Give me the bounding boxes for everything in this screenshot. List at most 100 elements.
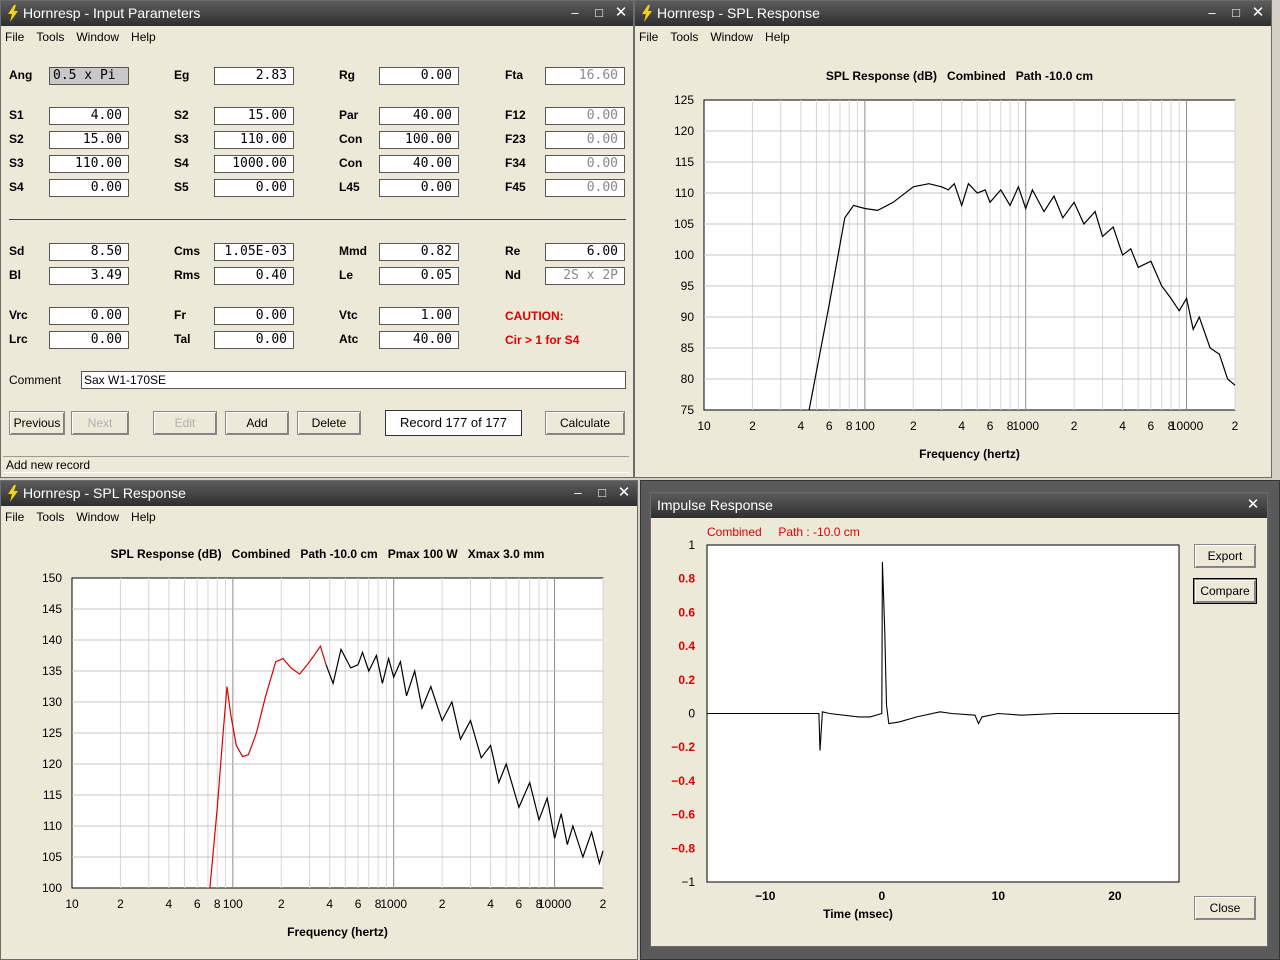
param-input-l45[interactable]: 0.00 bbox=[379, 179, 459, 197]
calculate-button[interactable]: Calculate bbox=[545, 411, 625, 435]
param-input-f23[interactable]: 0.00 bbox=[545, 131, 625, 149]
spl-top-titlebar[interactable]: Hornresp - SPL Response – □ ✕ bbox=[635, 1, 1271, 26]
y-tick-label: 1 bbox=[688, 538, 695, 552]
param-input-vrc[interactable]: 0.00 bbox=[49, 307, 129, 325]
param-input-sd[interactable]: 8.50 bbox=[49, 243, 129, 261]
compare-button[interactable]: Compare bbox=[1193, 578, 1257, 604]
y-tick-label: 0.6 bbox=[678, 605, 695, 619]
window-title: Hornresp - SPL Response bbox=[23, 485, 186, 501]
param-input-tal[interactable]: 0.00 bbox=[214, 331, 294, 349]
param-input-mmd[interactable]: 0.82 bbox=[379, 243, 459, 261]
param-input-fr[interactable]: 0.00 bbox=[214, 307, 294, 325]
y-tick-label: 90 bbox=[681, 310, 695, 324]
x-tick-label: 8 bbox=[536, 897, 543, 911]
menu-file[interactable]: File bbox=[5, 510, 25, 524]
next-button[interactable]: Next bbox=[71, 411, 129, 435]
menu-tools[interactable]: Tools bbox=[36, 510, 65, 524]
param-input-rms[interactable]: 0.40 bbox=[214, 267, 294, 285]
y-tick-label: 0 bbox=[688, 707, 695, 721]
close-icon[interactable]: ✕ bbox=[1246, 496, 1260, 513]
param-input-nd[interactable]: 2S x 2P bbox=[545, 267, 625, 285]
param-input-s3[interactable]: 110.00 bbox=[49, 155, 129, 173]
maximize-icon[interactable]: □ bbox=[598, 485, 606, 500]
param-input-s2[interactable]: 15.00 bbox=[49, 131, 129, 149]
param-input-vtc[interactable]: 1.00 bbox=[379, 307, 459, 325]
menu-tools[interactable]: Tools bbox=[36, 30, 65, 44]
param-input-f34[interactable]: 0.00 bbox=[545, 155, 625, 173]
previous-button[interactable]: Previous bbox=[9, 411, 65, 435]
param-input-eg[interactable]: 2.83 bbox=[214, 67, 294, 85]
menu-file[interactable]: File bbox=[639, 30, 659, 44]
menu-window[interactable]: Window bbox=[710, 30, 754, 44]
y-tick-label: 110 bbox=[675, 186, 694, 200]
menu-window[interactable]: Window bbox=[76, 30, 120, 44]
param-input-fta[interactable]: 16.60 bbox=[545, 67, 625, 85]
x-tick-label: 8 bbox=[214, 897, 221, 911]
param-input-s4[interactable]: 1000.00 bbox=[214, 155, 294, 173]
spl-series-line-1 bbox=[325, 647, 604, 866]
menu-help[interactable]: Help bbox=[765, 30, 790, 44]
impulse-titlebar[interactable]: Impulse Response ✕ bbox=[651, 493, 1267, 518]
param-input-s5[interactable]: 0.00 bbox=[214, 179, 294, 197]
param-input-bl[interactable]: 3.49 bbox=[49, 267, 129, 285]
input-window-titlebar[interactable]: Hornresp - Input Parameters – □ ✕ bbox=[1, 1, 633, 26]
menu-help[interactable]: Help bbox=[131, 30, 156, 44]
window-title: Hornresp - Input Parameters bbox=[23, 5, 201, 21]
param-label-vtc: Vtc bbox=[339, 308, 358, 322]
input-parameters-window: Hornresp - Input Parameters – □ ✕ File To… bbox=[0, 0, 634, 478]
delete-button[interactable]: Delete bbox=[297, 411, 361, 435]
param-input-s2[interactable]: 15.00 bbox=[214, 107, 294, 125]
param-input-rg[interactable]: 0.00 bbox=[379, 67, 459, 85]
menu-file[interactable]: File bbox=[5, 30, 25, 44]
param-input-cms[interactable]: 1.05E-03 bbox=[214, 243, 294, 261]
close-button[interactable]: Close bbox=[1194, 896, 1256, 920]
param-label-rg: Rg bbox=[339, 68, 355, 82]
param-input-s3[interactable]: 110.00 bbox=[214, 131, 294, 149]
spl-bottom-titlebar[interactable]: Hornresp - SPL Response – □ ✕ bbox=[1, 481, 637, 506]
x-tick-label: 10 bbox=[992, 889, 1006, 903]
y-tick-label: 145 bbox=[42, 602, 62, 616]
param-input-atc[interactable]: 40.00 bbox=[379, 331, 459, 349]
comment-input[interactable]: Sax W1-170SE bbox=[81, 371, 626, 389]
param-input-f45[interactable]: 0.00 bbox=[545, 179, 625, 197]
maximize-icon[interactable]: □ bbox=[595, 5, 603, 20]
menubar: File Tools Window Help bbox=[635, 27, 1271, 47]
param-label-l45: L45 bbox=[339, 180, 360, 194]
param-input-con[interactable]: 40.00 bbox=[379, 155, 459, 173]
param-input-con[interactable]: 100.00 bbox=[379, 131, 459, 149]
minimize-icon[interactable]: – bbox=[571, 5, 579, 20]
menubar: File Tools Window Help bbox=[1, 507, 637, 527]
close-icon[interactable]: ✕ bbox=[614, 4, 628, 21]
x-tick-label: 4 bbox=[1119, 419, 1126, 433]
param-label-f23: F23 bbox=[505, 132, 526, 146]
param-input-lrc[interactable]: 0.00 bbox=[49, 331, 129, 349]
menu-window[interactable]: Window bbox=[76, 510, 120, 524]
hornresp-icon bbox=[642, 5, 652, 22]
param-input-re[interactable]: 6.00 bbox=[545, 243, 625, 261]
param-input-s1[interactable]: 4.00 bbox=[49, 107, 129, 125]
minimize-icon[interactable]: – bbox=[574, 485, 582, 500]
y-tick-label: 110 bbox=[43, 819, 62, 833]
maximize-icon[interactable]: □ bbox=[1232, 5, 1240, 20]
add-button[interactable]: Add bbox=[225, 411, 289, 435]
x-tick-label: 8 bbox=[375, 897, 382, 911]
close-icon[interactable]: ✕ bbox=[1251, 4, 1265, 21]
param-input-ang[interactable]: 0.5 x Pi bbox=[49, 67, 129, 85]
menu-help[interactable]: Help bbox=[131, 510, 156, 524]
x-tick-label: 6 bbox=[1148, 419, 1155, 433]
param-label-par: Par bbox=[339, 108, 359, 122]
x-tick-label: 20 bbox=[1108, 889, 1122, 903]
edit-button[interactable]: Edit bbox=[153, 411, 217, 435]
minimize-icon[interactable]: – bbox=[1208, 5, 1216, 20]
export-button[interactable]: Export bbox=[1194, 544, 1256, 568]
param-input-f12[interactable]: 0.00 bbox=[545, 107, 625, 125]
y-tick-label: −0.2 bbox=[671, 740, 695, 754]
menu-tools[interactable]: Tools bbox=[670, 30, 699, 44]
param-input-s4[interactable]: 0.00 bbox=[49, 179, 129, 197]
param-label-s1: S1 bbox=[9, 108, 24, 122]
param-input-par[interactable]: 40.00 bbox=[379, 107, 459, 125]
close-icon[interactable]: ✕ bbox=[617, 484, 631, 501]
y-tick-label: −0.4 bbox=[671, 774, 695, 788]
param-input-le[interactable]: 0.05 bbox=[379, 267, 459, 285]
y-tick-label: 105 bbox=[674, 217, 694, 231]
